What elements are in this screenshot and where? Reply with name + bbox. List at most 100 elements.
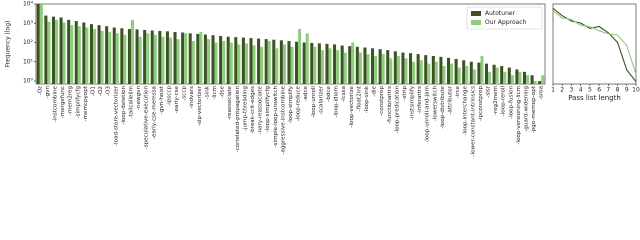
bar bbox=[67, 19, 71, 85]
x-tick-label: -licm bbox=[212, 86, 218, 100]
bar bbox=[446, 57, 451, 84]
bar bbox=[161, 36, 165, 84]
bar bbox=[477, 62, 481, 84]
x-tick-label: -reassociate bbox=[227, 85, 233, 120]
x-tick-label: -loop-idiom bbox=[334, 86, 340, 118]
x-tick-label: -loop-reduce bbox=[296, 85, 302, 121]
y-tick-label: 10⁰ bbox=[23, 78, 34, 85]
x-tick-label: -indvars bbox=[189, 86, 195, 109]
y-tick-label: 10¹ bbox=[23, 58, 34, 65]
bar bbox=[115, 33, 119, 84]
x-tick-label: -simplifycfg bbox=[75, 86, 81, 119]
x-tick-label: -float2int bbox=[356, 85, 362, 111]
bar bbox=[530, 75, 534, 84]
x-tick-label: -lcssa bbox=[341, 86, 347, 102]
bar bbox=[412, 61, 416, 84]
bar bbox=[450, 63, 454, 84]
x-tick-label: -functionattrs bbox=[387, 86, 393, 124]
y-tick-label: 10⁴ bbox=[23, 1, 34, 8]
bar bbox=[343, 52, 347, 84]
bar bbox=[401, 52, 405, 84]
bar bbox=[351, 42, 355, 84]
bar bbox=[150, 30, 154, 84]
bar bbox=[371, 48, 375, 84]
bar bbox=[219, 35, 223, 84]
bar bbox=[143, 29, 147, 84]
bar bbox=[173, 32, 177, 84]
x-tick-label: -early-cse bbox=[174, 85, 180, 113]
x-tick-label: -O3 bbox=[106, 86, 112, 97]
bar bbox=[416, 54, 420, 84]
bar bbox=[188, 33, 192, 84]
bar bbox=[500, 66, 504, 84]
bar bbox=[260, 46, 264, 84]
bar bbox=[495, 67, 499, 84]
bar bbox=[340, 45, 344, 84]
bar bbox=[244, 43, 248, 84]
bar bbox=[431, 55, 435, 84]
bar bbox=[85, 27, 89, 84]
x-tick-label: -strip bbox=[402, 86, 408, 101]
bar bbox=[62, 22, 66, 84]
bar bbox=[492, 64, 496, 84]
bar bbox=[302, 42, 306, 84]
x-tick-label: -loop-deletion bbox=[121, 86, 127, 125]
bar bbox=[196, 33, 200, 84]
x-tick-label: -newgvn bbox=[136, 86, 142, 110]
x-tick-label: -ipconstprop bbox=[478, 86, 484, 121]
bar bbox=[181, 32, 185, 84]
bar bbox=[51, 16, 55, 85]
bar bbox=[434, 61, 438, 84]
bar bbox=[290, 46, 294, 84]
x-tick-label: -loop-fusion bbox=[508, 86, 514, 119]
x-tick-label: -gvn-hoist bbox=[159, 85, 165, 114]
bar bbox=[100, 30, 104, 84]
bar bbox=[130, 19, 135, 85]
x-tick-label: 7 bbox=[606, 87, 610, 94]
x-tick-label: -memcpyopt bbox=[83, 85, 89, 121]
bar bbox=[222, 40, 226, 84]
x-tick-label: -tailcallelim bbox=[128, 86, 134, 118]
bar bbox=[396, 55, 400, 84]
bar bbox=[92, 29, 97, 84]
x-tick-label: -mem2reg bbox=[68, 86, 74, 116]
y-tick-label: 10² bbox=[23, 39, 34, 46]
x-tick-label: -loop-sink bbox=[364, 85, 370, 113]
x-tick-label: -sink bbox=[204, 85, 210, 99]
x-tick-label: -pgo-memop-opt bbox=[531, 85, 537, 133]
bar bbox=[108, 32, 112, 84]
line bbox=[552, 7, 637, 82]
bar bbox=[462, 60, 466, 84]
x-tick-label: -dse bbox=[220, 85, 226, 97]
bar bbox=[533, 81, 537, 84]
x-tick-label: -instsimplify bbox=[410, 85, 416, 120]
x-tick-label: -loop-vectorize bbox=[349, 85, 355, 127]
bar bbox=[249, 38, 253, 84]
x-tick-label: -load-store-vectorizer bbox=[113, 85, 119, 146]
x-tick-label: 6 bbox=[597, 87, 601, 94]
x-tick-label: -ipsccp bbox=[166, 86, 172, 106]
bar bbox=[320, 50, 324, 84]
bar bbox=[374, 55, 378, 84]
x-tick-label: -loop-unroll-and-jam bbox=[425, 86, 431, 143]
bar bbox=[472, 69, 476, 84]
x-tick-label: -break-crit-edges bbox=[250, 86, 256, 134]
x-tick-label: 9 bbox=[625, 87, 629, 94]
bar bbox=[526, 75, 530, 84]
bar bbox=[191, 40, 195, 84]
bar bbox=[206, 39, 210, 84]
bar bbox=[89, 24, 93, 84]
bar bbox=[36, 4, 40, 84]
bar bbox=[522, 71, 527, 84]
bar bbox=[442, 66, 446, 84]
legend-swatch bbox=[471, 11, 481, 16]
x-tick-label: -scalarizer bbox=[318, 85, 324, 115]
x-tick-label: -loop-interchange bbox=[463, 85, 469, 135]
bar bbox=[484, 63, 489, 84]
bar bbox=[515, 69, 519, 84]
x-tick-label: -simple-loop-unswitch bbox=[273, 86, 279, 148]
bar bbox=[518, 71, 522, 84]
bar bbox=[97, 25, 101, 84]
x-tick-label: -jump-threading bbox=[242, 86, 248, 132]
x-tick-label: -sroa bbox=[539, 86, 545, 100]
